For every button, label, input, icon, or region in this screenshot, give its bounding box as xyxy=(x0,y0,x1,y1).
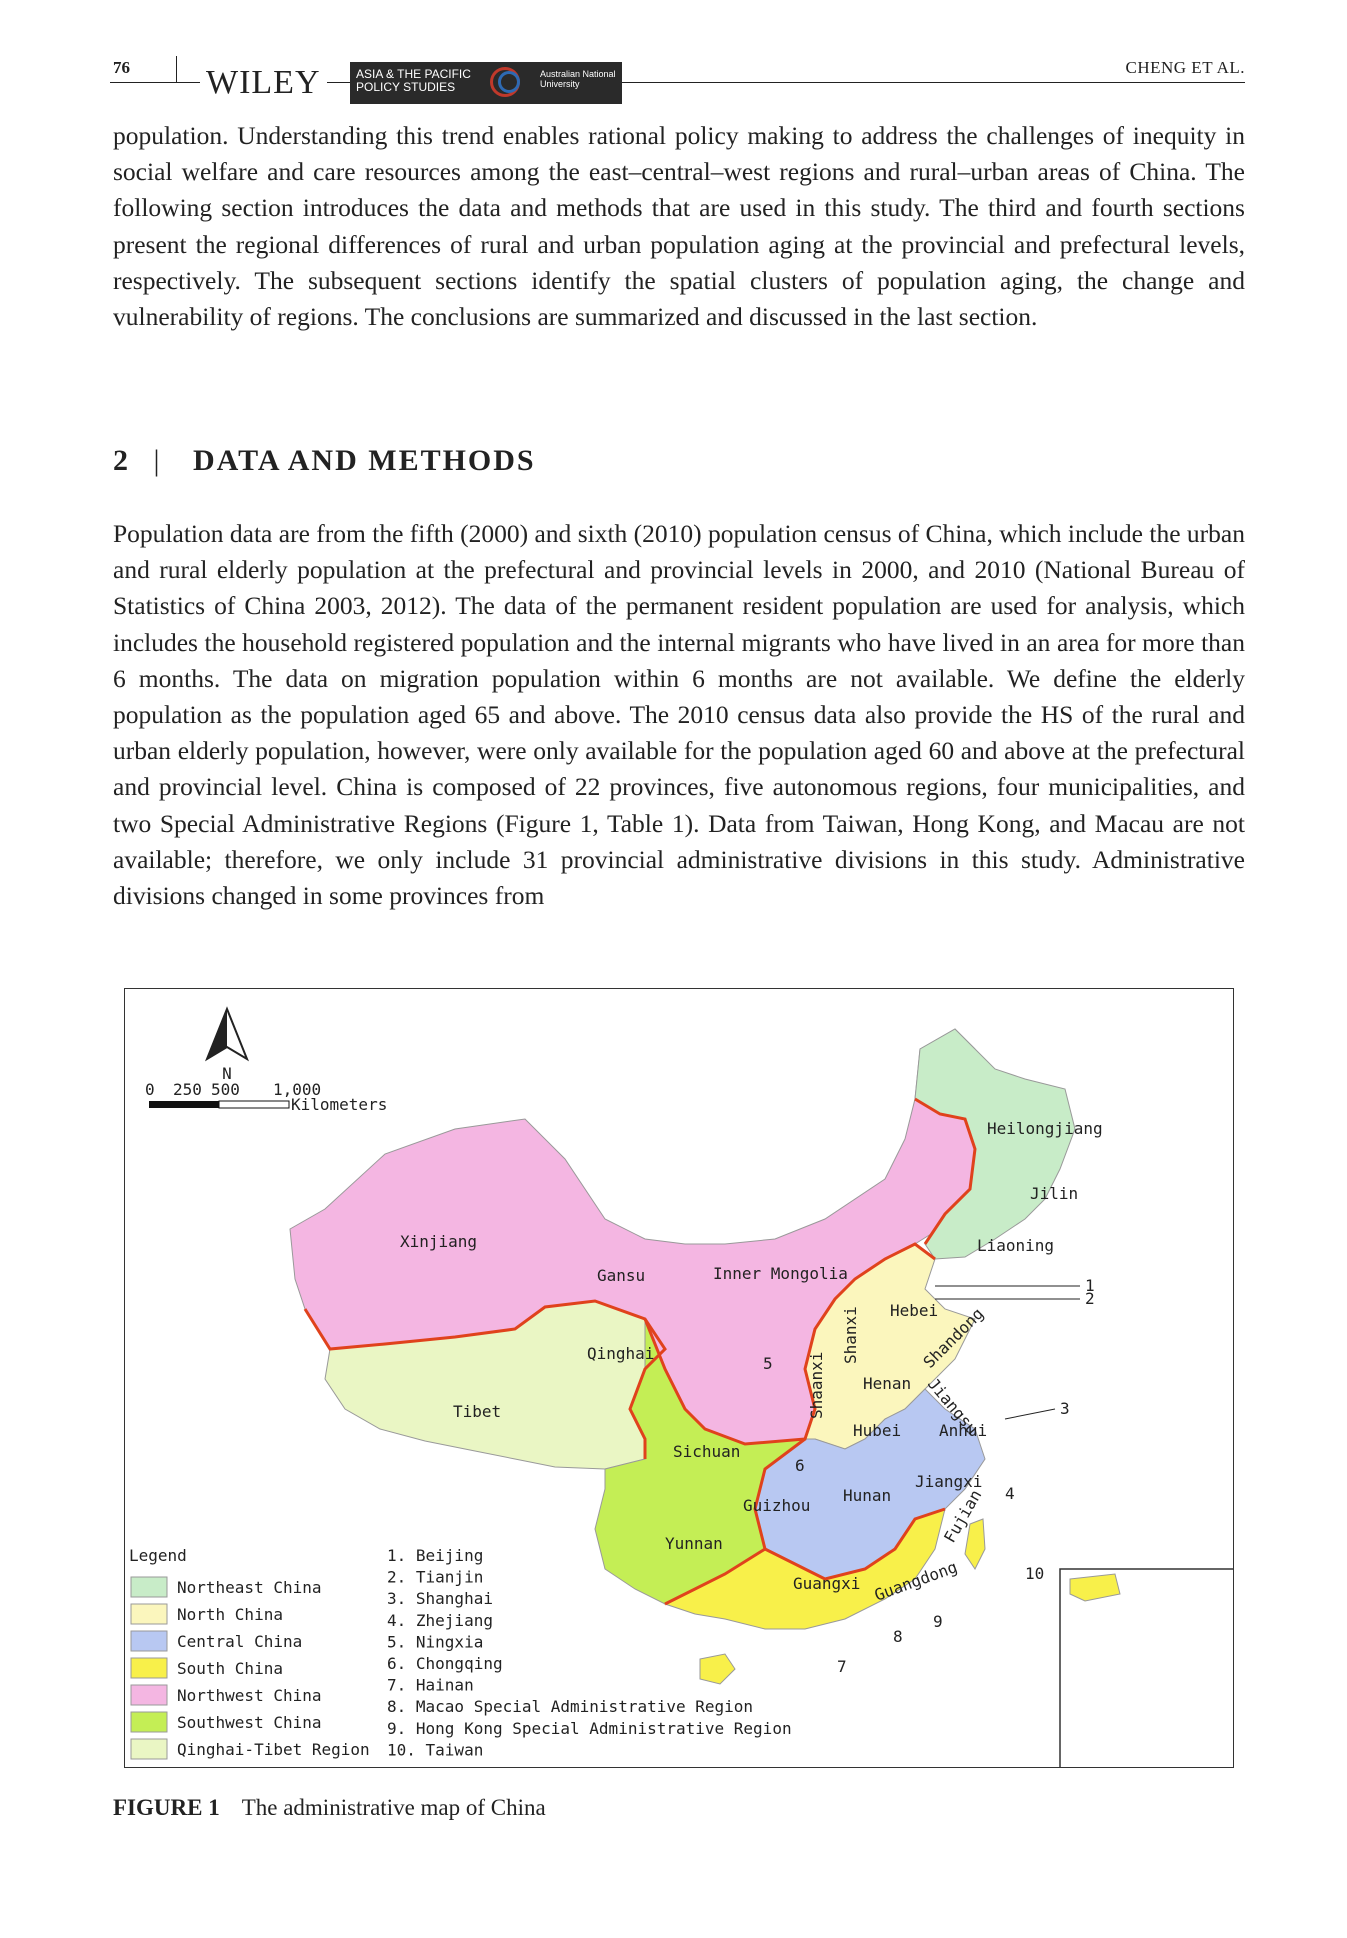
section-divider: | xyxy=(154,444,162,477)
hainan-island xyxy=(700,1654,735,1684)
numbered-list-item: 6. Chongqing xyxy=(387,1654,503,1673)
legend: Northeast China North China Central China S… xyxy=(131,1577,370,1759)
callout-7: 7 xyxy=(837,1657,847,1676)
label-jiangxi: Jiangxi xyxy=(915,1472,982,1491)
legend-label: North China xyxy=(177,1605,283,1624)
callout-5: 5 xyxy=(763,1354,773,1373)
numbered-list-item: 9. Hong Kong Special Administrative Regi… xyxy=(387,1719,792,1738)
label-gansu: Gansu xyxy=(597,1266,645,1285)
legend-label: South China xyxy=(177,1659,283,1678)
header-tick xyxy=(176,56,177,83)
numbered-list-item: 2. Tianjin xyxy=(387,1568,483,1587)
legend-swatch xyxy=(131,1712,167,1732)
section-heading: 2 | DATA AND METHODS xyxy=(113,444,536,478)
numbered-list-item: 3. Shanghai xyxy=(387,1589,493,1608)
callout-6: 6 xyxy=(795,1456,805,1475)
legend-label: Central China xyxy=(177,1632,302,1651)
legend-swatch xyxy=(131,1604,167,1624)
north-arrow-icon xyxy=(207,1009,247,1059)
numbered-list-item: 10. Taiwan xyxy=(387,1740,483,1759)
page-number: 76 xyxy=(113,58,130,78)
label-guizhou: Guizhou xyxy=(743,1496,810,1515)
label-tibet: Tibet xyxy=(453,1402,501,1421)
scale-unit: Kilometers xyxy=(291,1095,387,1114)
label-guangxi: Guangxi xyxy=(793,1574,860,1593)
journal-badge: ASIA & THE PACIFIC POLICY STUDIES Austra… xyxy=(350,62,622,104)
label-qinghai: Qinghai xyxy=(587,1344,654,1363)
legend-title: Legend xyxy=(129,1546,187,1565)
body-paragraph-1: population. Understanding this trend ena… xyxy=(113,118,1245,335)
taiwan-island xyxy=(965,1519,985,1569)
legend-label: Northwest China xyxy=(177,1686,322,1705)
legend-swatch xyxy=(131,1577,167,1597)
label-inner-mongolia: Inner Mongolia xyxy=(713,1264,848,1283)
callout-3: 3 xyxy=(1060,1399,1070,1418)
legend-swatch xyxy=(131,1631,167,1651)
publisher-logo: WILEY xyxy=(200,66,327,100)
running-head: CHENG ET AL. xyxy=(1126,58,1246,78)
callout-4: 4 xyxy=(1005,1484,1015,1503)
callout-2: 2 xyxy=(1085,1289,1095,1308)
page-header: 76 WILEY ASIA & THE PACIFIC POLICY STUDI… xyxy=(0,0,1347,110)
figure-label: FIGURE 1 xyxy=(113,1795,220,1820)
callout-9: 9 xyxy=(933,1612,943,1631)
section-number: 2 xyxy=(113,444,130,477)
numbered-list-item: 8. Macao Special Administrative Region xyxy=(387,1697,753,1716)
numbered-list-item: 1. Beijing xyxy=(387,1546,483,1565)
body-paragraph-2: Population data are from the fifth (2000… xyxy=(113,516,1245,914)
label-heilongjiang: Heilongjiang xyxy=(987,1119,1103,1138)
journal-name: ASIA & THE PACIFIC POLICY STUDIES xyxy=(356,68,496,94)
label-liaoning: Liaoning xyxy=(977,1236,1054,1255)
legend-swatch xyxy=(131,1685,167,1705)
figure-caption-text: The administrative map of China xyxy=(242,1795,546,1820)
label-jilin: Jilin xyxy=(1030,1184,1078,1203)
callout-8: 8 xyxy=(893,1627,903,1646)
china-map: N 0 250 500 1,000 Kilometers Heilongjian… xyxy=(125,989,1234,1768)
numbered-list-item: 5. Ningxia xyxy=(387,1632,483,1651)
label-yunnan: Yunnan xyxy=(665,1534,723,1553)
section-title: DATA AND METHODS xyxy=(193,444,536,477)
scale-tick-250: 250 xyxy=(173,1080,202,1099)
numbered-list-item: 4. Zhejiang xyxy=(387,1611,493,1630)
label-sichuan: Sichuan xyxy=(673,1442,740,1461)
label-shaanxi: Shaanxi xyxy=(807,1352,826,1419)
label-henan: Henan xyxy=(863,1374,911,1393)
label-anhui: Anhui xyxy=(939,1421,987,1440)
figure-caption: FIGURE 1 The administrative map of China xyxy=(113,1795,546,1821)
institution-name: Australian National University xyxy=(540,69,618,89)
figure-1: N 0 250 500 1,000 Kilometers Heilongjian… xyxy=(124,988,1234,1768)
label-hebei: Hebei xyxy=(890,1301,938,1320)
label-hunan: Hunan xyxy=(843,1486,891,1505)
label-shanxi: Shanxi xyxy=(841,1306,860,1364)
legend-swatch xyxy=(131,1739,167,1759)
scale-bar xyxy=(149,1101,289,1108)
legend-label: Southwest China xyxy=(177,1713,322,1732)
legend-swatch xyxy=(131,1658,167,1678)
callout-10: 10 xyxy=(1025,1564,1044,1583)
scale-tick-500: 500 xyxy=(211,1080,240,1099)
scale-tick-0: 0 xyxy=(145,1080,155,1099)
legend-label: Northeast China xyxy=(177,1578,322,1597)
legend-label: Qinghai-Tibet Region xyxy=(177,1740,370,1759)
label-xinjiang: Xinjiang xyxy=(400,1232,477,1251)
numbered-list-item: 7. Hainan xyxy=(387,1676,474,1695)
callout-leader xyxy=(1005,1409,1055,1419)
label-hubei: Hubei xyxy=(853,1421,901,1440)
journal-logo-ring-icon xyxy=(498,71,520,93)
